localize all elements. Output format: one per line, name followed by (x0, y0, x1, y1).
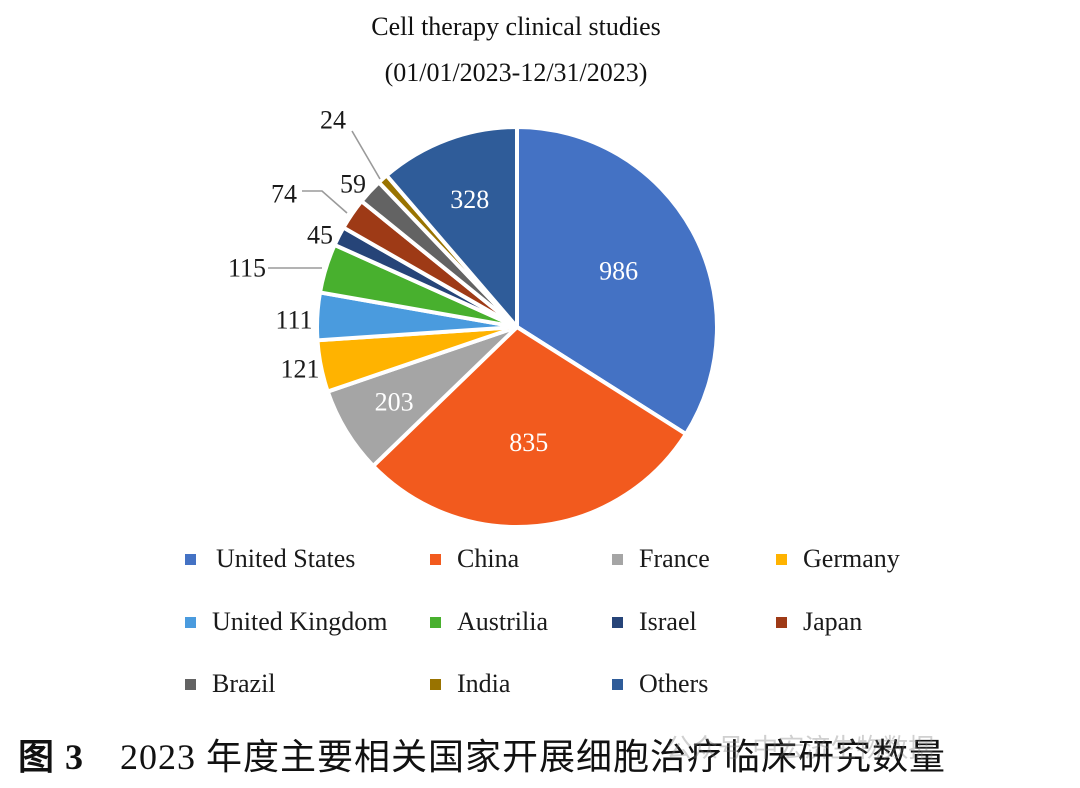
data-label-brazil: 59 (340, 170, 366, 199)
leader-line-japan (302, 190, 348, 214)
legend-label-austrilia: Austrilia (457, 607, 548, 636)
legend-swatch-israel (612, 616, 623, 628)
legend-swatch-others (612, 678, 623, 690)
legend-label-united-kingdom: United Kingdom (212, 607, 388, 636)
legend-label-brazil: Brazil (212, 669, 276, 698)
data-label-united-kingdom: 111 (275, 306, 312, 335)
legend-label-china: China (457, 544, 520, 573)
legend-swatch-france (612, 553, 623, 565)
legend-swatch-united-states (185, 553, 196, 565)
legend-swatch-japan (776, 616, 787, 628)
data-label-france: 203 (375, 388, 414, 417)
legend-swatch-austrilia (430, 616, 441, 628)
data-label-china: 835 (509, 428, 548, 457)
legend-swatch-china (430, 553, 441, 565)
legend-item-others: Others (612, 669, 708, 699)
legend-swatch-germany (776, 553, 787, 565)
data-label-germany: 121 (281, 355, 320, 384)
caption-text: 2023 年度主要相关国家开展细胞治疗临床研究数量 (120, 737, 947, 777)
legend-item-austrilia: Austrilia (430, 607, 548, 637)
figure-number: 图 3 (18, 737, 85, 777)
data-label-india: 24 (320, 106, 346, 135)
legend-label-united-states: United States (216, 544, 356, 573)
legend-label-germany: Germany (803, 544, 900, 573)
legend-label-others: Others (639, 669, 709, 698)
chart-subtitle: (01/01/2023-12/31/2023) (384, 58, 648, 87)
legend-item-china: China (430, 544, 519, 574)
legend-item-germany: Germany (776, 544, 900, 574)
data-label-japan: 74 (271, 180, 297, 209)
data-label-israel: 45 (307, 221, 333, 250)
chart-title: Cell therapy clinical studies (371, 12, 661, 41)
data-label-united-states: 986 (599, 257, 638, 286)
legend-item-india: India (430, 669, 510, 699)
legend-label-israel: Israel (639, 607, 697, 636)
legend-item-united-states: United States (185, 544, 355, 574)
legend-item-japan: Japan (776, 607, 862, 637)
legend-label-india: India (457, 669, 511, 698)
pie-slice-others (384, 125, 519, 329)
legend-swatch-brazil (185, 678, 196, 690)
legend-item-france: France (612, 544, 710, 574)
watermark: 公众号 中宏济生物数据 (666, 734, 935, 764)
pie-slice-china (371, 325, 688, 529)
data-label-austrilia: 115 (228, 254, 266, 283)
legend-swatch-united-kingdom (185, 616, 196, 628)
legend-item-brazil: Brazil (185, 669, 276, 699)
legend-item-israel: Israel (612, 607, 697, 637)
data-label-others: 328 (450, 185, 489, 214)
figure-caption: 图 3 2023 年度主要相关国家开展细胞治疗临床研究数量 (18, 728, 1068, 780)
leader-line-india (351, 130, 381, 180)
legend-label-france: France (639, 544, 710, 573)
legend-item-united-kingdom: United Kingdom (185, 607, 388, 637)
legend-label-japan: Japan (803, 607, 863, 636)
legend-swatch-india (430, 678, 441, 690)
